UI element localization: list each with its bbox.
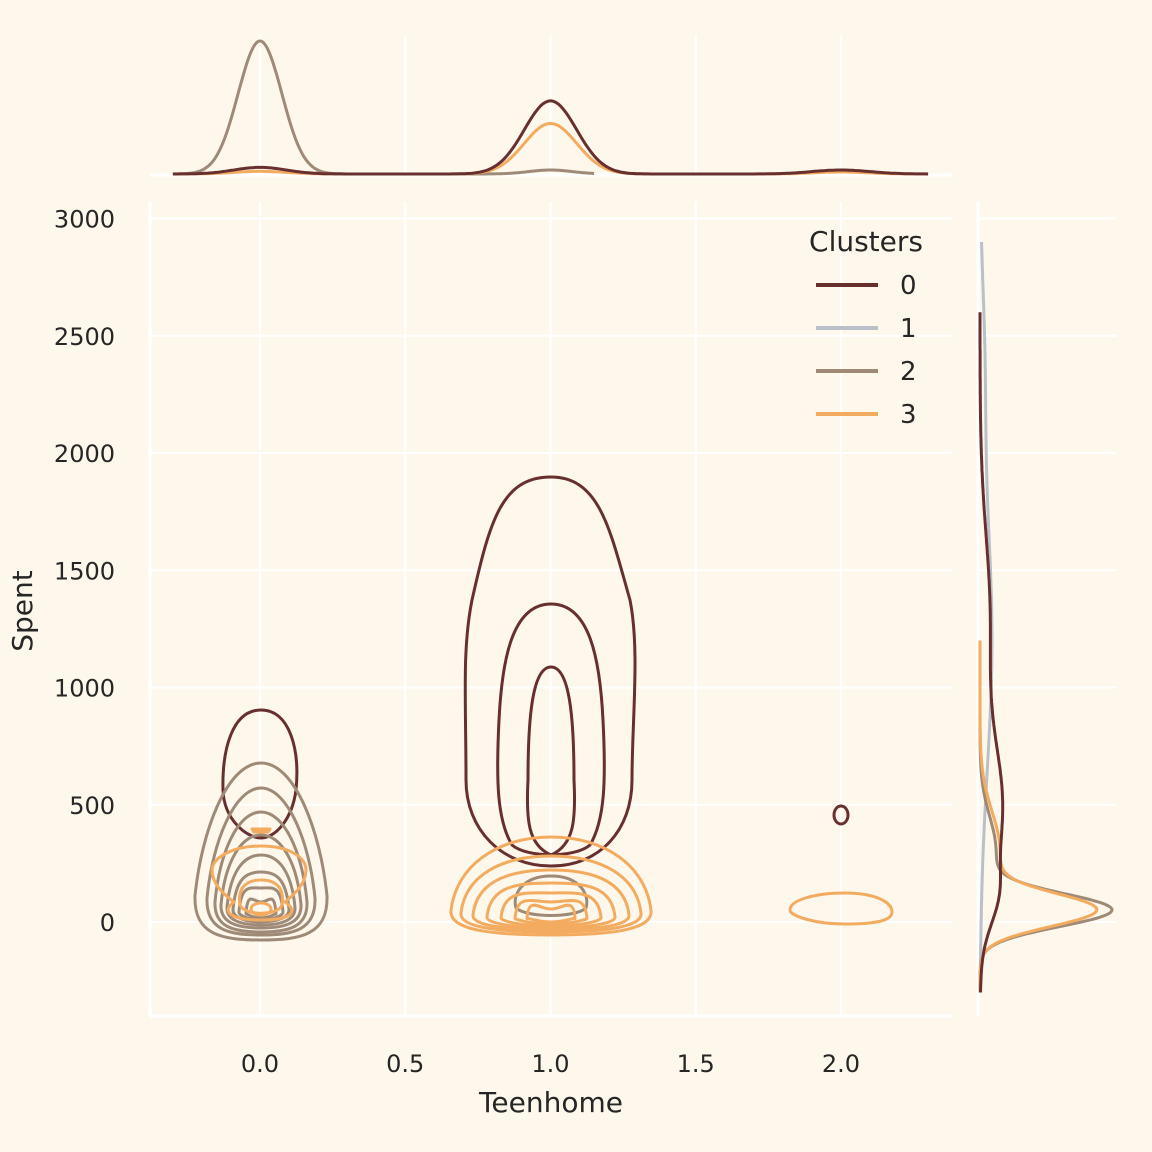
contour-cluster-3 [513, 898, 589, 926]
y-tick-label: 1000 [54, 675, 115, 703]
contour-cluster-0 [221, 708, 299, 840]
y-tick-labels: 0 500 1000 1500 2000 2500 3000 [54, 206, 115, 938]
y-tick-label: 3000 [54, 206, 115, 234]
x-tick-label: 0.0 [241, 1050, 279, 1078]
x-tick-labels: 0.0 0.5 1.0 1.5 2.0 [241, 1050, 860, 1078]
top-density-cluster-0 [172, 99, 929, 176]
right-density-cluster-2 [978, 640, 1114, 993]
contour-cluster-3 [485, 881, 617, 930]
y-tick-label: 1500 [54, 557, 115, 585]
legend: Clusters 0 1 2 3 [809, 225, 923, 430]
contour-cluster-0 [463, 475, 637, 868]
right-density-cluster-3 [978, 640, 1099, 993]
legend-label-2: 2 [900, 357, 917, 387]
contour-cluster-3 [525, 903, 577, 924]
contour-cluster-3 [238, 878, 284, 915]
contour-cluster-2 [225, 853, 297, 927]
top-marginal-panel [150, 35, 952, 177]
contour-cluster-3 [471, 868, 631, 932]
y-axis-label: Spent [6, 570, 39, 652]
legend-label-1: 1 [900, 314, 917, 344]
x-tick-label: 2.0 [822, 1050, 860, 1078]
y-tick-label: 2500 [54, 323, 115, 351]
main-kde-contours [193, 475, 894, 942]
legend-label-0: 0 [900, 271, 917, 301]
contour-cluster-3 [788, 891, 894, 926]
top-density-cluster-2 [172, 39, 595, 176]
contour-cluster-3 [449, 835, 653, 937]
x-axis-label: Teenhome [478, 1086, 623, 1119]
contour-cluster-2 [513, 874, 589, 917]
contour-cluster-3 [499, 891, 603, 928]
contour-cluster-2 [244, 897, 278, 920]
right-marginal-panel [976, 202, 1116, 1016]
contour-cluster-0 [832, 804, 850, 826]
contour-cluster-2 [205, 786, 317, 937]
y-tick-label: 2000 [54, 440, 115, 468]
contour-cluster-2 [231, 870, 291, 924]
contour-cluster-2 [219, 833, 303, 930]
x-tick-label: 0.5 [386, 1050, 424, 1078]
contour-cluster-2 [193, 761, 329, 942]
contour-cluster-3 [210, 844, 308, 922]
legend-title: Clusters [809, 225, 923, 258]
contour-cluster-3 [250, 827, 272, 834]
y-tick-label: 0 [100, 909, 115, 937]
x-tick-label: 1.5 [677, 1050, 715, 1078]
contour-cluster-3 [459, 854, 643, 934]
legend-label-3: 3 [900, 400, 917, 430]
y-tick-label: 500 [69, 792, 115, 820]
contour-cluster-3 [249, 901, 273, 917]
main-spines [148, 202, 952, 1018]
x-tick-label: 1.0 [531, 1050, 569, 1078]
right-density-cluster-0 [978, 312, 1005, 993]
